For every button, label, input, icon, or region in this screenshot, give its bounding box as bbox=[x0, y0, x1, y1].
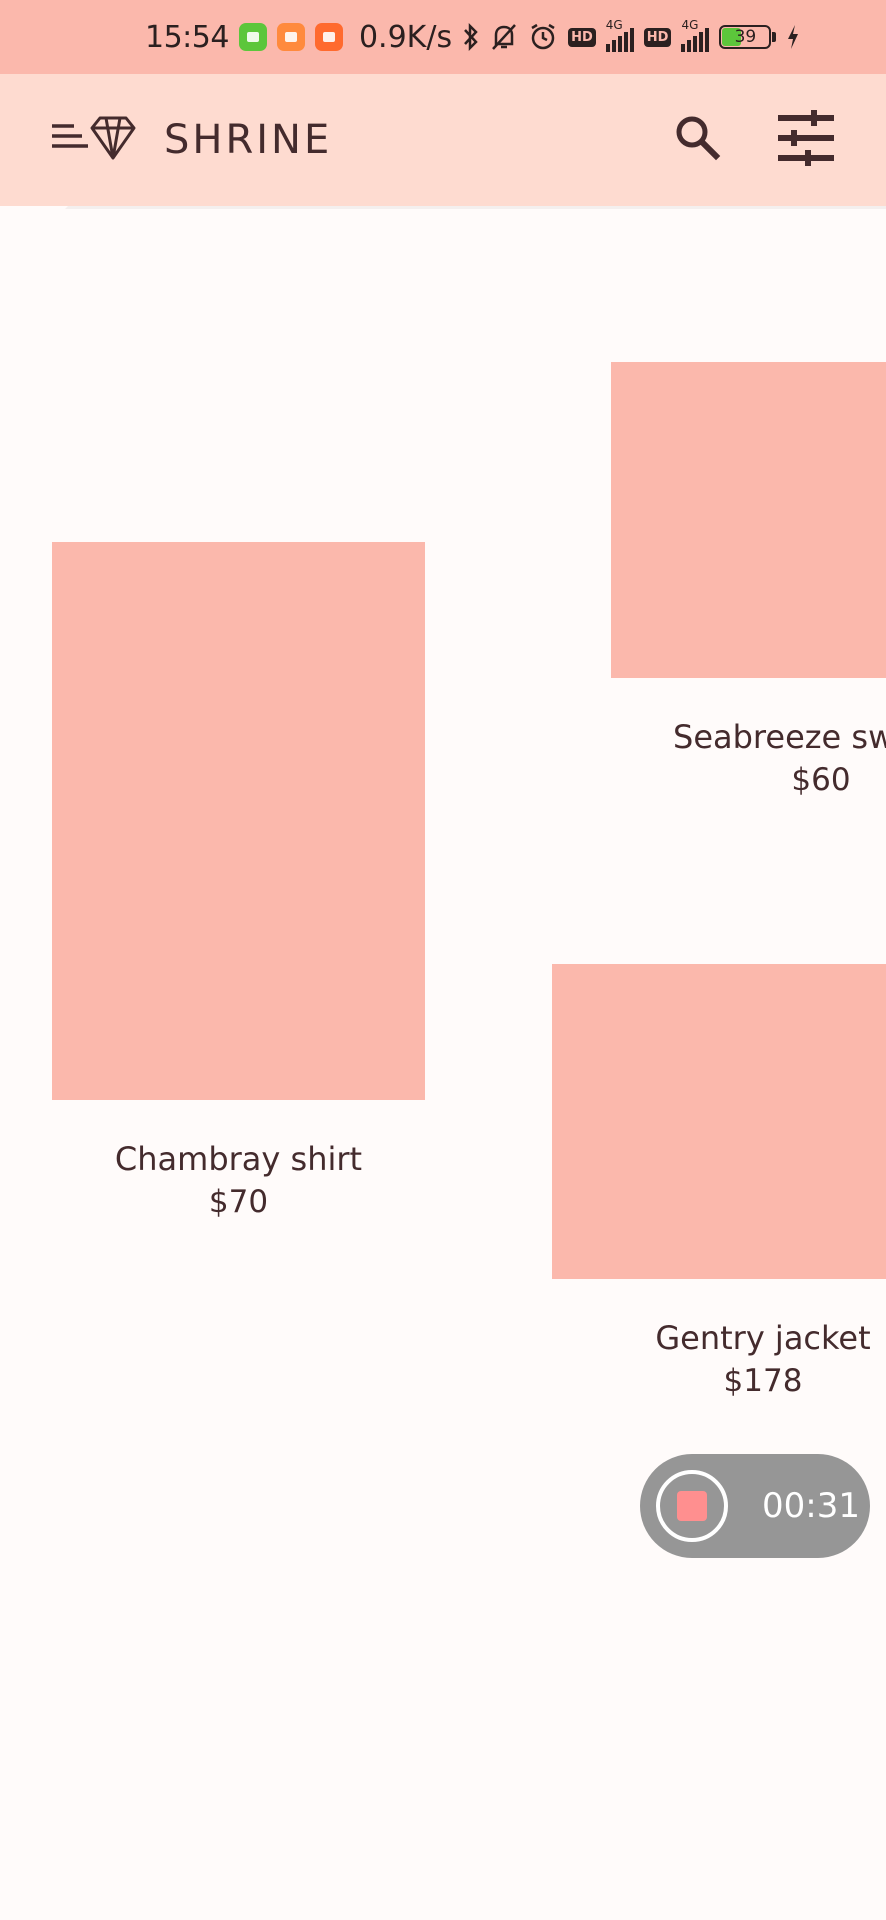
status-bar: 15:54 0.9K/s HD 4G HD 4G 39 bbox=[0, 0, 886, 74]
alarm-icon bbox=[528, 22, 558, 52]
app-bar: SHRINE bbox=[0, 74, 886, 206]
product-name: Gentry jacket bbox=[655, 1319, 871, 1357]
mute-bell-icon bbox=[490, 22, 518, 52]
product-name: Chambray shirt bbox=[114, 1140, 363, 1178]
tune-icon bbox=[778, 110, 834, 166]
app-notification-icon bbox=[276, 23, 305, 51]
stop-icon[interactable] bbox=[677, 1491, 707, 1521]
charging-icon bbox=[786, 24, 800, 50]
product-price: $178 bbox=[723, 1363, 803, 1399]
network-type-label: 4G bbox=[605, 18, 623, 32]
network-speed: 0.9K/s bbox=[358, 19, 453, 55]
video-notification-icon bbox=[314, 23, 343, 51]
product-image-gentry-jacket[interactable] bbox=[552, 964, 886, 1279]
product-image-seabreeze[interactable] bbox=[611, 362, 886, 678]
menu-button[interactable] bbox=[52, 112, 136, 164]
search-icon bbox=[676, 116, 721, 161]
filter-button[interactable] bbox=[774, 108, 838, 168]
screen-recording-indicator[interactable]: 00:31 bbox=[640, 1454, 870, 1558]
signal-icon: 4G bbox=[681, 18, 710, 52]
recording-timer: 00:31 bbox=[762, 1486, 860, 1526]
record-ring bbox=[656, 1470, 728, 1542]
product-image-chambray-shirt[interactable] bbox=[52, 542, 425, 1100]
product-name: Seabreeze sw bbox=[673, 718, 886, 756]
hd-badge: HD bbox=[568, 27, 596, 47]
product-price: $70 bbox=[208, 1184, 269, 1220]
product-price: $60 bbox=[791, 762, 851, 798]
signal-icon: 4G bbox=[605, 18, 634, 52]
app-notification-icon bbox=[238, 23, 267, 51]
battery-cap bbox=[772, 32, 777, 42]
bluetooth-icon bbox=[462, 22, 480, 52]
battery-fill bbox=[722, 28, 742, 46]
status-time: 15:54 bbox=[145, 19, 229, 55]
search-button[interactable] bbox=[670, 110, 726, 166]
diamond-icon bbox=[90, 116, 136, 160]
hd-badge: HD bbox=[643, 27, 672, 47]
battery-level: 39 bbox=[734, 27, 757, 47]
menu-icon bbox=[52, 124, 88, 148]
app-title: SHRINE bbox=[164, 117, 333, 163]
battery-icon: 39 bbox=[719, 25, 772, 49]
network-type-label: 4G bbox=[681, 18, 699, 32]
